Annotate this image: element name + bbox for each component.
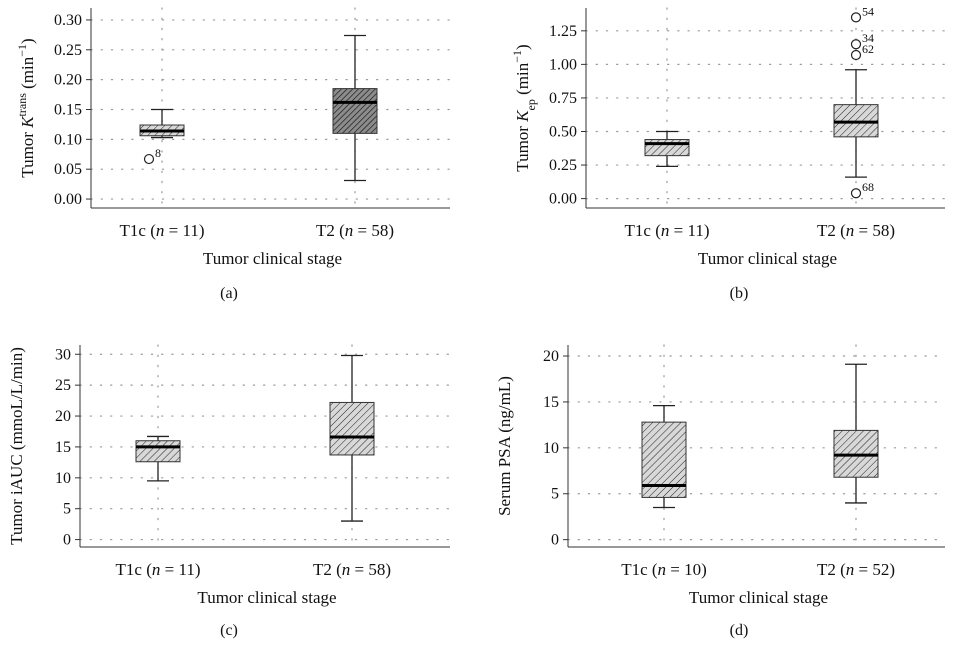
y-tick-label: 0 [63,532,71,549]
panel-label: (a) [220,285,238,302]
x-axis-title: Tumor clinical stage [203,249,342,268]
y-tick-label: 10 [543,440,559,457]
y-tick-label: 1.00 [549,56,577,73]
x-tick-label: T1c (n = 11) [116,560,201,579]
x-tick-label: T1c (n = 11) [625,221,710,240]
y-tick-label: 1.25 [549,23,577,40]
outlier-point [143,153,155,165]
x-tick-label: T2 (n = 58) [817,221,895,240]
y-tick-label: 0.10 [54,131,82,148]
outlier-point [850,188,862,199]
y-tick-label: 0.50 [549,123,577,140]
y-axis-title: Serum PSA (ng/mL) [495,376,514,516]
x-axis-title: Tumor clinical stage [698,249,837,268]
x-axis-title: Tumor clinical stage [689,588,828,607]
y-tick-label: 0.00 [54,191,82,208]
x-tick-label: T1c (n = 11) [120,221,205,240]
x-axis-title: Tumor clinical stage [197,588,336,607]
box-iqr [329,401,375,456]
outlier-point [850,12,862,23]
y-tick-label: 15 [543,394,559,411]
y-tick-label: 20 [543,348,559,365]
y-tick-label: 5 [551,486,559,503]
y-tick-label: 0.00 [549,191,577,208]
y-tick-label: 0.25 [54,42,82,59]
y-tick-label: 0.30 [54,12,82,29]
y-tick-label: 25 [55,377,71,394]
box-t1c [644,130,690,168]
outlier-label: 54 [862,4,874,18]
box-iqr [135,440,181,463]
y-axis-title: Tumor Ktrans (min−1) [15,38,37,177]
y-axis-title: Tumor iAUC (mmoL/L/min) [7,347,26,545]
chart-panel-b: 0.00 0.25 0.50 0.75 1.00 1.25 Tumor Kep (min−1… [510,4,946,302]
box-t1c: 8 [139,108,185,165]
box-t2 [332,34,378,182]
box-t2 [329,354,375,522]
panel-label: (d) [730,622,749,639]
box-t1c [641,404,687,509]
y-tick-label: 30 [55,346,71,363]
y-tick-label: 0.15 [54,101,82,118]
x-tick-label: T1c (n = 10) [621,560,707,579]
y-tick-label: 0.20 [54,72,82,89]
y-tick-label: 15 [55,439,71,456]
outlier-label: 34 [862,31,874,45]
chart-panel-d: 0 5 10 15 20 Serum PSA (ng/mL) T1c (n = 10) T2 … [495,344,946,639]
chart-panel-a: 0.00 0.05 0.10 0.15 0.20 0.25 0.30 Tumor Ktrans… [15,7,451,302]
y-axis-title: Tumor Kep (min−1) [510,44,538,171]
chart-panel-c: 0 5 10 15 20 25 30 Tumor iAUC (mmoL/L/min) T1c (… [7,344,451,639]
y-tick-label: 0 [551,532,559,549]
y-tick-label: 0.75 [549,90,577,107]
box-iqr [644,139,690,157]
x-tick-label: T2 (n = 58) [313,560,391,579]
y-tick-label: 20 [55,408,71,425]
outlier-label: 62 [862,42,874,56]
panel-label: (b) [730,285,749,302]
y-tick-label: 10 [55,470,71,487]
x-tick-label: T2 (n = 58) [316,221,394,240]
panel-label: (c) [220,622,238,639]
y-tick-label: 0.25 [549,157,577,174]
outlier-point [850,49,862,61]
outlier-label: 8 [155,146,161,160]
x-tick-label: T2 (n = 52) [817,560,895,579]
box-t2 [833,363,879,504]
box-iqr [332,88,378,134]
outlier-point [850,39,862,50]
outlier-label: 68 [862,180,874,194]
y-tick-label: 5 [63,501,71,518]
box-t1c [135,435,181,482]
y-tick-label: 0.05 [54,161,82,178]
